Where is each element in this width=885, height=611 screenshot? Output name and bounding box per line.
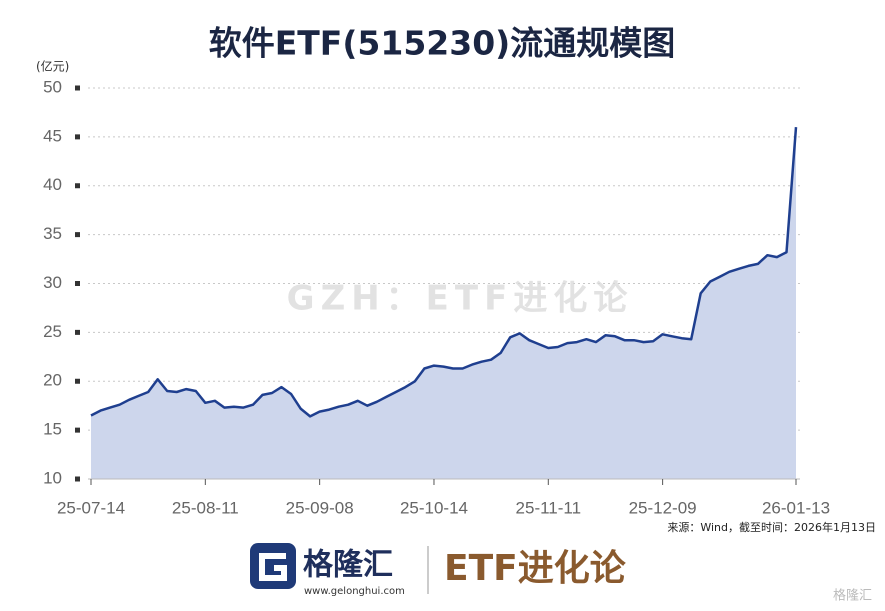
x-tick-label: 25-10-14	[400, 498, 468, 517]
x-tick-label: 25-07-14	[57, 498, 125, 517]
column-name: ETF进化论	[444, 548, 627, 589]
y-tick-label: 50	[43, 77, 62, 96]
y-tick-mark	[75, 378, 80, 384]
line	[90, 127, 798, 418]
y-tick-label: 15	[43, 420, 62, 439]
y-tick-label: 35	[43, 224, 62, 243]
plot: 10 15 20 25 30 35 40 45 50 25-07-14 25-08-11 25-09-…	[43, 77, 830, 517]
y-tick-label: 10	[43, 468, 62, 487]
x-tick-label: 26-01-13	[762, 498, 830, 517]
chart-title: 软件ETF(515230)流通规模图	[209, 24, 676, 63]
y-tick-mark	[75, 281, 80, 286]
y-tick-label: 45	[43, 126, 62, 145]
y-tick-label: 20	[43, 371, 62, 390]
y-unit: (亿元)	[36, 59, 69, 74]
y-tick-label: 25	[43, 322, 62, 341]
logo-glyph	[259, 553, 287, 581]
x-tick-label: 25-11-11	[516, 498, 582, 517]
y-tick-label: 40	[43, 175, 62, 194]
area	[91, 127, 796, 479]
corner-watermark: 格隆汇	[833, 588, 872, 604]
y-tick-mark	[75, 134, 80, 140]
brand-url: www.gelonghui.com	[304, 586, 405, 597]
x-tick-label: 25-09-08	[286, 498, 354, 517]
y-tick-mark	[75, 232, 80, 238]
watermark: GZH：ETF进化论	[287, 279, 634, 319]
y-tick-mark	[75, 427, 80, 433]
y-tick-label: 30	[43, 273, 62, 292]
x-tick-label: 25-12-09	[629, 498, 697, 517]
y-tick-mark	[75, 329, 80, 335]
x-tick-label: 25-08-11	[172, 498, 239, 517]
y-tick-mark	[75, 476, 80, 482]
brand: 格隆汇	[303, 548, 393, 583]
y-tick-mark	[75, 85, 80, 91]
source: 来源：Wind，截至时间：2026年1月13日	[667, 520, 876, 534]
logo-icon	[250, 543, 296, 589]
logo	[250, 543, 296, 589]
y-tick-mark	[75, 183, 80, 189]
